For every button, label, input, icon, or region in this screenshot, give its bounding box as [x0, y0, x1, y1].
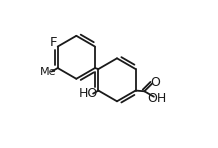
Text: F: F [49, 36, 57, 49]
Text: Me: Me [40, 67, 57, 77]
Text: O: O [150, 76, 160, 89]
Text: HO: HO [79, 87, 98, 100]
Text: OH: OH [147, 92, 166, 105]
